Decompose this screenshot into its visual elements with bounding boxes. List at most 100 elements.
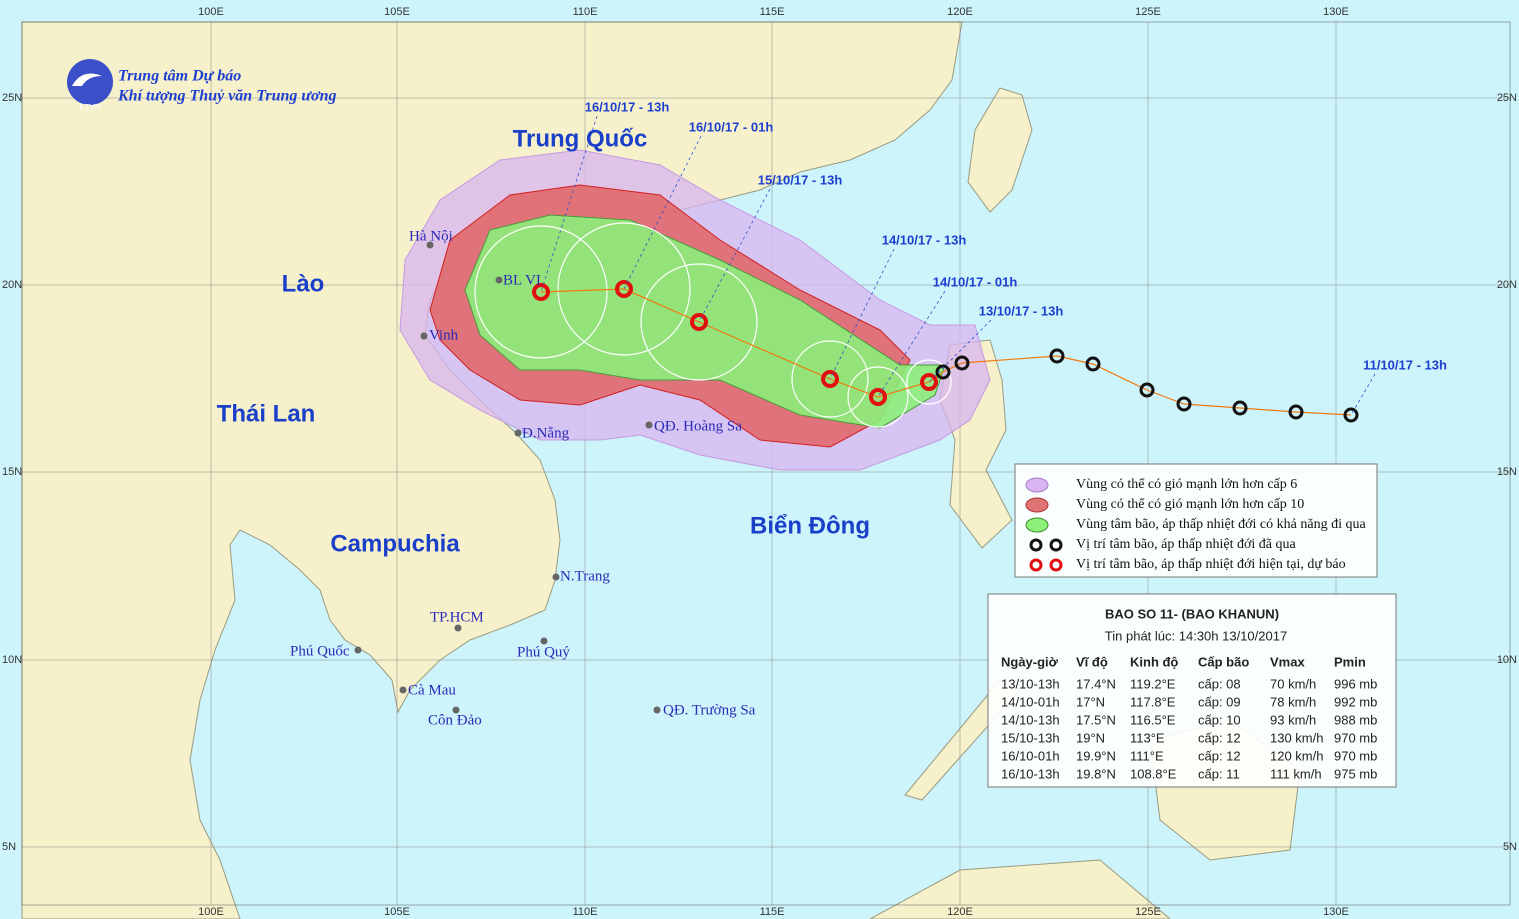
table-cell: 970 mb (1334, 748, 1377, 763)
place-dot (495, 276, 503, 284)
table-cell: cấp: 12 (1198, 748, 1241, 763)
place-dot (452, 706, 460, 714)
info-box: BAO SO 11- (BAO KHANUN) Tin phát lúc: 14… (987, 593, 1397, 788)
table-cell: 111 km/h (1270, 766, 1322, 781)
place-label: TP.HCM (430, 609, 484, 625)
lat-label-right: 15N (1497, 466, 1517, 478)
lon-label-bottom: 100E (198, 906, 224, 918)
leader-line (623, 135, 702, 290)
place-label: Phú Quốc (290, 643, 350, 659)
legend-label: Vùng có thể có gió mạnh lớn hơn cấp 6 (1076, 477, 1297, 492)
logo-text: KTVN (79, 103, 101, 112)
lat-label-right: 25N (1497, 92, 1517, 104)
forecast-position (821, 370, 839, 388)
place-label: Vinh (429, 327, 459, 343)
lon-label-bottom: 110E (573, 906, 598, 918)
leader-line (540, 115, 598, 293)
legend-swatch (1025, 517, 1049, 533)
country-label: Thái Lan (217, 400, 316, 427)
place-dot (514, 429, 522, 437)
table-cell: 996 mb (1334, 676, 1377, 691)
legend (1014, 463, 1378, 578)
legend-label: Vị trí tâm bão, áp thấp nhiệt đới đã qua (1076, 537, 1296, 552)
place-dot (552, 573, 560, 581)
lon-label-bottom: 115E (760, 906, 785, 918)
table-cell: 17.5°N (1076, 712, 1116, 727)
table-cell: 14/10-01h (1001, 694, 1060, 709)
logo: KTVN (67, 59, 113, 112)
legend-symbol (1049, 538, 1063, 552)
uncertainty-circle (640, 263, 758, 381)
lat-label-left: 25N (2, 92, 22, 104)
legend-symbol (1049, 558, 1063, 572)
place-label: QĐ. Hoàng Sa (654, 418, 742, 434)
table-cell: 120 km/h (1270, 748, 1323, 763)
column-header: Cấp bão (1198, 654, 1249, 669)
legend-label: Vị trí tâm bão, áp thấp nhiệt đới hiện t… (1076, 557, 1346, 572)
column-header: Pmin (1334, 654, 1366, 669)
place-dot (420, 332, 428, 340)
legend-symbol (1029, 558, 1043, 572)
lat-label-right: 20N (1497, 279, 1517, 291)
timestamp: 16/10/17 - 01h (689, 119, 774, 134)
place-dot (454, 624, 462, 632)
track-line (540, 288, 1352, 416)
table-cell: 119.2°E (1130, 676, 1176, 691)
table-cell: 16/10-13h (1001, 766, 1060, 781)
table-cell: 14/10-13h (1001, 712, 1060, 727)
leader-line (829, 248, 895, 380)
country-label: Lào (282, 270, 325, 297)
uncertainty-circle (847, 366, 909, 428)
leader-line (928, 319, 992, 383)
uncertainty-circle (557, 222, 691, 356)
place-label: QĐ. Trường Sa (663, 702, 756, 718)
lon-label-top: 115E (760, 6, 785, 18)
table-cell: 116.5°E (1130, 712, 1176, 727)
place-dot (645, 421, 653, 429)
uncertainty-circle (474, 225, 608, 359)
timestamp: 14/10/17 - 01h (933, 274, 1018, 289)
table-cell: 13/10-13h (1001, 676, 1060, 691)
table-cell: 970 mb (1334, 730, 1377, 745)
lon-label-bottom: 120E (947, 906, 973, 918)
place-label: Hà Nội (409, 228, 453, 244)
forecast-position (920, 373, 938, 391)
table-cell: 70 km/h (1270, 676, 1316, 691)
lon-label-bottom: 125E (1135, 906, 1161, 918)
past-position (935, 364, 951, 380)
table-cell: 16/10-01h (1001, 748, 1060, 763)
table-cell: 19.8°N (1076, 766, 1116, 781)
table-cell: cấp: 10 (1198, 712, 1241, 727)
header-title: Trung tâm Dự báo (118, 68, 241, 85)
legend-swatch (1025, 477, 1049, 493)
timestamp: 14/10/17 - 13h (882, 232, 967, 247)
table-cell: 117.8°E (1130, 694, 1176, 709)
legend-swatch (1025, 497, 1049, 513)
lon-label-top: 105E (384, 6, 410, 18)
table-cell: cấp: 12 (1198, 730, 1241, 745)
past-position (1232, 400, 1248, 416)
leader-line (1350, 373, 1376, 416)
header-subtitle: Khí tượng Thuỷ văn Trung ương (117, 88, 336, 105)
legend-symbol (1029, 538, 1043, 552)
table-cell: 17.4°N (1076, 676, 1116, 691)
table-cell: 17°N (1076, 694, 1105, 709)
forecast-position (869, 388, 887, 406)
place-label: Phú Quý (517, 644, 570, 660)
uncertainty-circle (906, 359, 952, 405)
table-cell: 130 km/h (1270, 730, 1323, 745)
leader-line (698, 188, 771, 323)
legend-label: Vùng tâm bão, áp thấp nhiệt đới có khả n… (1076, 517, 1366, 532)
timestamp: 16/10/17 - 13h (585, 99, 670, 114)
uncertainty-circle (791, 340, 869, 418)
lon-label-bottom: 130E (1323, 906, 1349, 918)
table-cell: 108.8°E (1130, 766, 1177, 781)
column-header: Kinh độ (1130, 654, 1178, 669)
info-title: BAO SO 11- (BAO KHANUN) (1105, 606, 1279, 621)
table-cell: cấp: 11 (1198, 766, 1240, 781)
place-label: N.Trang (560, 568, 610, 584)
place-dot (354, 646, 362, 654)
lon-label-top: 100E (198, 6, 224, 18)
past-position (1288, 404, 1304, 420)
